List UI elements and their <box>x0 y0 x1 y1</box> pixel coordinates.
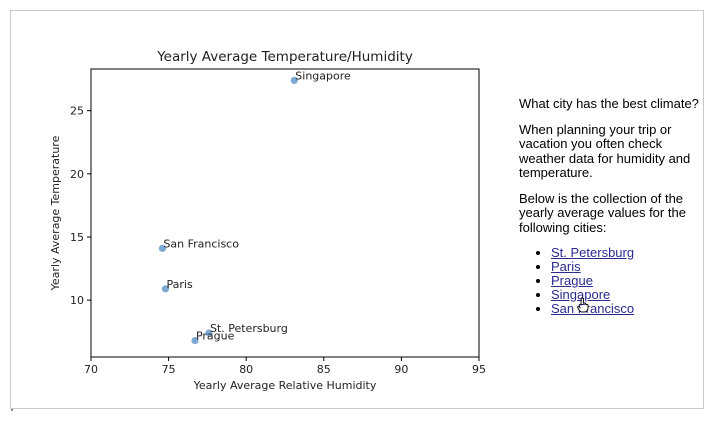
city-link-paris[interactable]: Paris <box>551 259 581 274</box>
city-link-list: St. Petersburg Paris Prague Singapore Sa… <box>519 246 699 316</box>
x-tick-label: 75 <box>162 363 176 376</box>
data-point <box>158 244 166 252</box>
list-item: St. Petersburg <box>551 246 699 260</box>
city-link-san-francisco[interactable]: San Francisco <box>551 301 635 316</box>
x-axis-label: Yearly Average Relative Humidity <box>193 379 377 392</box>
list-item: Singapore <box>551 288 699 302</box>
data-point-label: Paris <box>166 278 192 291</box>
data-point-label: St. Petersburg <box>210 322 288 335</box>
collection-paragraph: Below is the collection of the yearly av… <box>519 190 686 235</box>
frame-corner-mark <box>11 409 13 411</box>
x-tick-label: 90 <box>394 363 408 376</box>
city-link-prague[interactable]: Prague <box>551 273 593 288</box>
x-tick-label: 85 <box>317 363 331 376</box>
x-tick-label: 70 <box>84 363 98 376</box>
data-point-label: Singapore <box>295 69 351 82</box>
y-tick-label: 25 <box>70 105 84 118</box>
x-tick-label: 95 <box>472 363 486 376</box>
data-point <box>205 329 213 337</box>
list-item: Prague <box>551 274 699 288</box>
list-item: San Francisco <box>551 302 699 316</box>
scatter-chart: Yearly Average Temperature/Humidity 70 75 8… <box>31 39 491 409</box>
y-tick-label: 20 <box>70 168 84 181</box>
question-text: What city has the best climate? <box>519 96 699 111</box>
y-tick-label: 15 <box>70 231 84 244</box>
data-point <box>290 76 298 84</box>
chart-canvas: Yearly Average Temperature/Humidity 70 75 8… <box>49 49 486 392</box>
data-point-label: Prague <box>196 330 235 343</box>
plot-frame <box>90 68 480 358</box>
y-tick-label: 10 <box>70 294 84 307</box>
data-point-label: San Francisco <box>163 237 239 250</box>
city-link-singapore[interactable]: Singapore <box>551 287 611 302</box>
data-point <box>161 285 170 293</box>
notebook-output-frame: Yearly Average Temperature/Humidity 70 75 8… <box>10 10 704 409</box>
x-tick-label: 80 <box>239 363 253 376</box>
planning-paragraph: When planning your trip or vacation you … <box>519 121 691 180</box>
info-panel: What city has the best climate? When pla… <box>519 96 699 316</box>
data-point <box>191 336 199 345</box>
y-axis-label: Yearly Average Temperature <box>49 135 62 291</box>
city-link-st-petersburg[interactable]: St. Petersburg <box>551 245 635 260</box>
hand-pointer-icon <box>577 297 589 313</box>
chart-title: Yearly Average Temperature/Humidity <box>156 49 413 65</box>
list-item: Paris <box>551 260 699 274</box>
